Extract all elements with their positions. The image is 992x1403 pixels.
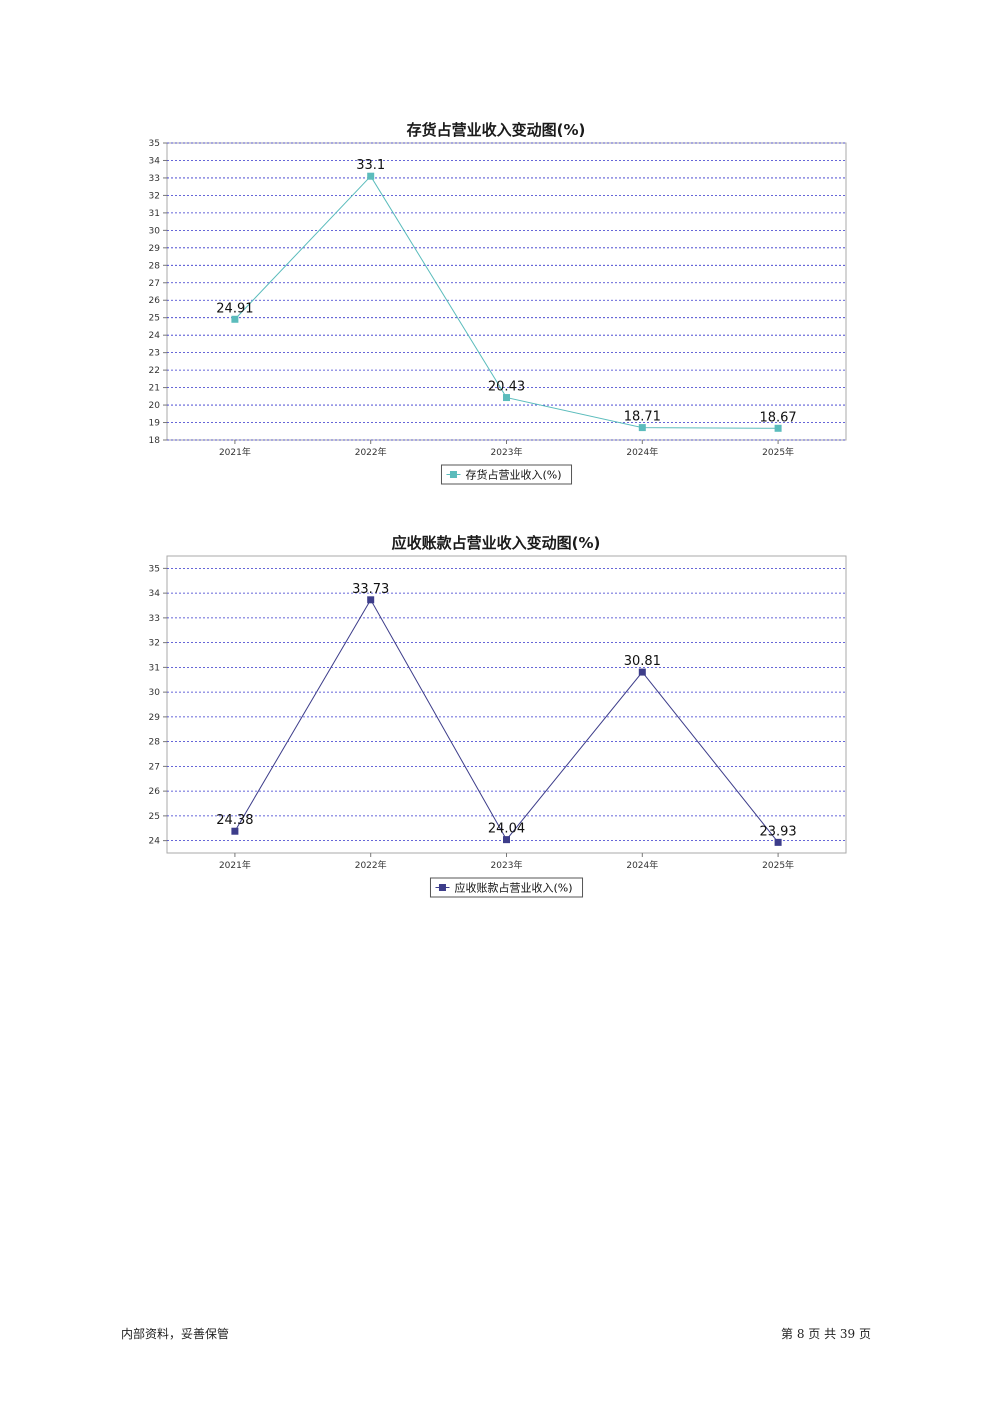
x-tick-label: 2024年 [626,446,658,458]
data-point [774,838,782,846]
x-tick-label: 2021年 [219,446,251,458]
footer-confidential-note: 内部资料，妥善保管 [121,1327,230,1341]
y-tick-label: 20 [149,401,161,411]
y-tick-label: 23 [149,349,160,359]
data-label: 18.67 [759,410,796,425]
y-tick-label: 29 [149,244,161,254]
y-tick-label: 27 [149,279,160,289]
y-tick-label: 33 [149,174,160,184]
data-label: 24.91 [216,301,253,316]
y-tick-label: 27 [149,762,160,772]
chart-title: 存货占营业收入变动图(%) [406,121,586,139]
data-point [638,424,646,432]
y-tick-label: 34 [149,589,161,599]
y-tick-label: 32 [149,191,160,201]
y-tick-label: 34 [149,156,161,166]
x-tick-label: 2024年 [626,859,658,871]
data-label: 24.38 [216,813,253,828]
data-label: 30.81 [624,654,661,669]
data-point [638,668,646,676]
legend-marker [449,471,457,478]
x-tick-label: 2022年 [355,446,387,458]
y-tick-label: 28 [149,261,161,271]
data-point [503,394,510,402]
plot-area [166,142,847,441]
x-tick-label: 2021年 [219,859,251,871]
y-tick-label: 25 [149,314,160,324]
x-tick-label: 2022年 [355,859,387,871]
x-tick-label: 2023年 [491,446,523,458]
y-tick-label: 18 [149,436,161,446]
data-point [231,827,239,835]
y-tick-label: 30 [149,688,161,698]
data-point [231,315,239,323]
inventory-chart: 35 34 33 32 31 30 29 28 27 26 25 24 23 22 21 20 19 18 2021… [149,139,847,485]
y-tick-label: 30 [149,226,161,236]
data-label: 20.43 [488,380,525,395]
x-tick-label: 2025年 [762,859,794,871]
y-tick-label: 21 [149,384,160,394]
legend-marker [438,884,446,891]
footer-page-number: 第 8 页 共 39 页 [781,1327,871,1341]
y-tick-label: 35 [149,139,160,149]
y-tick-label: 26 [149,787,161,797]
data-point [367,172,375,180]
y-tick-label: 19 [149,419,161,429]
chart-title: 应收账款占营业收入变动图(%) [391,534,601,552]
y-tick-label: 24 [149,837,161,847]
data-point [503,836,510,844]
y-tick-label: 24 [149,331,161,341]
y-tick-label: 29 [149,713,161,723]
y-tick-label: 33 [149,614,160,624]
data-point [367,596,375,604]
legend-box [429,877,584,898]
data-label: 23.93 [759,824,796,839]
data-label: 33.1 [356,158,385,173]
data-label: 24.04 [488,822,525,837]
y-tick-label: 25 [149,812,160,822]
data-label: 18.71 [624,410,661,425]
x-tick-label: 2025年 [762,446,794,458]
y-tick-label: 26 [149,296,161,306]
data-point [774,424,782,432]
receivables-chart: 35 34 33 32 31 30 29 28 27 26 25 24 2021年 2022年 2023年 2… [149,555,847,898]
y-tick-label: 22 [149,366,160,376]
y-tick-label: 31 [149,663,160,673]
y-tick-label: 32 [149,639,160,649]
legend-label: 应收账款占营业收入(%) [454,881,572,895]
y-tick-label: 35 [149,564,160,574]
y-tick-label: 31 [149,209,160,219]
plot-area [166,555,847,854]
legend-label: 存货占营业收入(%) [465,468,561,482]
y-tick-label: 28 [149,738,161,748]
data-label: 33.73 [352,582,389,597]
x-tick-label: 2023年 [491,859,523,871]
legend-box [440,464,573,485]
